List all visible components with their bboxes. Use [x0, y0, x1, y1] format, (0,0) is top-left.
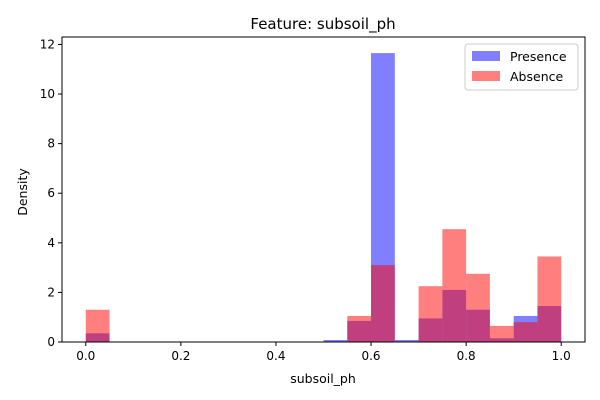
x-tick-label: 0.4: [266, 349, 285, 363]
bar-absence-12: [371, 265, 395, 342]
bar-absence-16: [466, 273, 490, 342]
legend: Presence Absence: [464, 43, 579, 91]
y-tick-label: 2: [47, 285, 55, 299]
bar-absence-15: [442, 229, 467, 342]
legend-swatch-absence: [472, 71, 500, 81]
x-axis-ticks: 0.0 0.2 0.4 0.6 0.8 1.0: [76, 342, 571, 363]
x-tick-label: 0.8: [457, 349, 476, 363]
y-tick-label: 4: [47, 236, 55, 250]
y-tick-label: 6: [47, 186, 55, 200]
y-tick-label: 0: [47, 335, 55, 349]
bar-absence-0: [85, 309, 110, 342]
y-tick-label: 12: [40, 37, 55, 51]
x-tick-label: 0.6: [361, 349, 380, 363]
y-axis-label: Density: [15, 168, 30, 216]
y-tick-label: 8: [47, 137, 55, 151]
bar-absence-17: [489, 325, 514, 342]
y-tick-label: 10: [40, 87, 55, 101]
bar-absence-11: [347, 315, 372, 342]
bar-absence-14: [418, 286, 443, 342]
plot-frame: [61, 36, 586, 343]
x-tick-label: 0.2: [171, 349, 190, 363]
legend-label-presence: Presence: [510, 49, 567, 64]
x-tick-label: 1.0: [552, 349, 571, 363]
legend-label-absence: Absence: [510, 69, 563, 84]
bar-presence-13: [394, 340, 419, 342]
bar-presence-10: [323, 340, 348, 342]
bar-absence-19: [537, 256, 562, 342]
bar-absence-18: [513, 322, 538, 342]
x-axis-label: subsoil_ph: [290, 371, 356, 386]
x-tick-label: 0.0: [76, 349, 95, 363]
chart-title: Feature: subsoil_ph: [250, 15, 395, 34]
legend-swatch-presence: [472, 51, 500, 61]
y-axis-ticks: 0 2 4 6 8 10 12: [40, 37, 62, 349]
bars-layer: [85, 53, 562, 342]
